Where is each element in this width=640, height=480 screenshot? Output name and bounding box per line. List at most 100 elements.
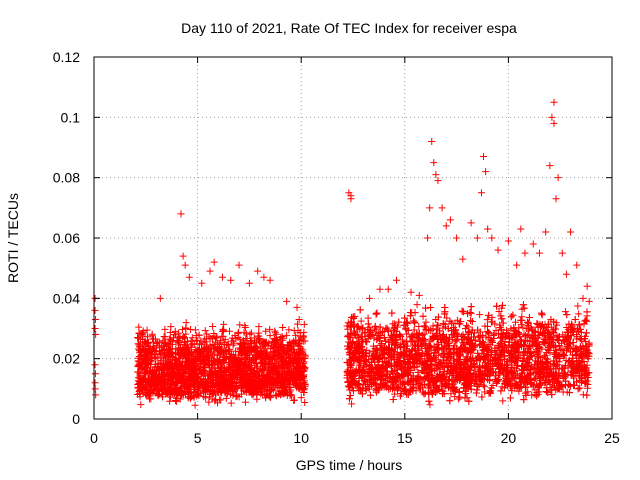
data-point xyxy=(160,366,168,374)
data-point xyxy=(190,368,198,376)
data-point xyxy=(458,307,466,315)
data-point xyxy=(274,384,282,392)
data-point xyxy=(300,333,308,341)
data-point xyxy=(286,392,294,400)
data-point xyxy=(197,389,205,397)
data-point xyxy=(167,323,175,331)
data-point xyxy=(178,326,186,334)
data-point xyxy=(161,387,169,395)
data-point xyxy=(483,316,491,324)
data-point xyxy=(139,363,147,371)
data-point xyxy=(372,310,380,318)
data-point xyxy=(217,396,225,404)
data-point xyxy=(222,354,230,362)
data-point xyxy=(466,369,474,377)
data-point xyxy=(209,323,217,331)
data-point xyxy=(582,316,590,324)
data-point xyxy=(485,311,493,319)
data-point xyxy=(143,326,151,334)
data-point xyxy=(135,360,143,368)
data-point xyxy=(145,395,153,403)
data-point xyxy=(182,319,190,327)
data-point xyxy=(155,381,163,389)
data-point xyxy=(219,325,227,333)
data-point xyxy=(201,387,209,395)
data-point xyxy=(137,401,145,409)
data-point xyxy=(149,366,157,374)
data-point xyxy=(260,372,268,380)
data-point xyxy=(570,381,578,389)
data-point xyxy=(296,343,304,351)
data-point xyxy=(517,336,525,344)
data-point xyxy=(205,377,213,385)
data-point xyxy=(211,367,219,375)
data-point xyxy=(270,338,278,346)
data-point xyxy=(429,332,437,340)
data-point xyxy=(391,390,399,398)
data-point xyxy=(234,366,242,374)
data-point xyxy=(171,355,179,363)
data-point xyxy=(233,370,241,378)
data-point xyxy=(345,338,353,346)
data-point xyxy=(161,333,169,341)
data-point xyxy=(164,371,172,379)
data-point xyxy=(385,338,393,346)
data-point xyxy=(188,340,196,348)
data-point xyxy=(468,318,476,326)
data-point xyxy=(463,322,471,330)
data-point xyxy=(497,325,505,333)
data-point xyxy=(450,387,458,395)
data-point xyxy=(198,380,206,388)
data-point xyxy=(348,400,356,408)
data-point xyxy=(216,364,224,372)
data-point xyxy=(171,372,179,380)
data-point xyxy=(136,373,144,381)
data-point xyxy=(226,345,234,353)
data-point xyxy=(146,389,154,397)
data-point xyxy=(386,385,394,393)
data-point xyxy=(300,378,308,386)
data-point xyxy=(180,340,188,348)
data-point xyxy=(184,380,192,388)
data-point xyxy=(146,343,154,351)
data-point xyxy=(295,348,303,356)
data-point xyxy=(255,323,263,331)
data-point xyxy=(343,322,351,330)
data-point xyxy=(356,306,364,314)
data-point xyxy=(277,376,285,384)
data-point xyxy=(142,358,150,366)
data-point xyxy=(214,346,222,354)
data-point xyxy=(161,339,169,347)
data-point xyxy=(200,370,208,378)
data-point xyxy=(433,340,441,348)
data-point xyxy=(269,344,277,352)
data-point xyxy=(169,389,177,397)
data-point xyxy=(229,358,237,366)
data-point xyxy=(236,335,244,343)
data-point xyxy=(192,373,200,381)
data-point xyxy=(244,341,252,349)
data-point xyxy=(427,303,435,311)
data-point xyxy=(225,327,233,335)
data-point xyxy=(301,365,309,373)
data-point xyxy=(467,385,475,393)
data-point xyxy=(240,360,248,368)
data-point xyxy=(264,352,272,360)
data-point xyxy=(291,339,299,347)
data-point xyxy=(183,337,191,345)
data-point xyxy=(200,393,208,401)
data-point xyxy=(451,393,459,401)
data-point xyxy=(161,384,169,392)
data-point xyxy=(134,368,142,376)
data-point xyxy=(278,363,286,371)
data-point xyxy=(425,341,433,349)
data-point xyxy=(250,389,258,397)
data-point xyxy=(421,323,429,331)
data-point xyxy=(272,330,280,338)
data-point xyxy=(135,334,143,342)
data-point xyxy=(290,396,298,404)
data-point xyxy=(476,334,484,342)
data-point xyxy=(234,330,242,338)
data-point xyxy=(177,362,185,370)
data-point xyxy=(167,337,175,345)
